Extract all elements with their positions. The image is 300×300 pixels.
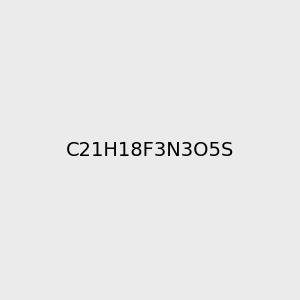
- Text: C21H18F3N3O5S: C21H18F3N3O5S: [66, 140, 234, 160]
